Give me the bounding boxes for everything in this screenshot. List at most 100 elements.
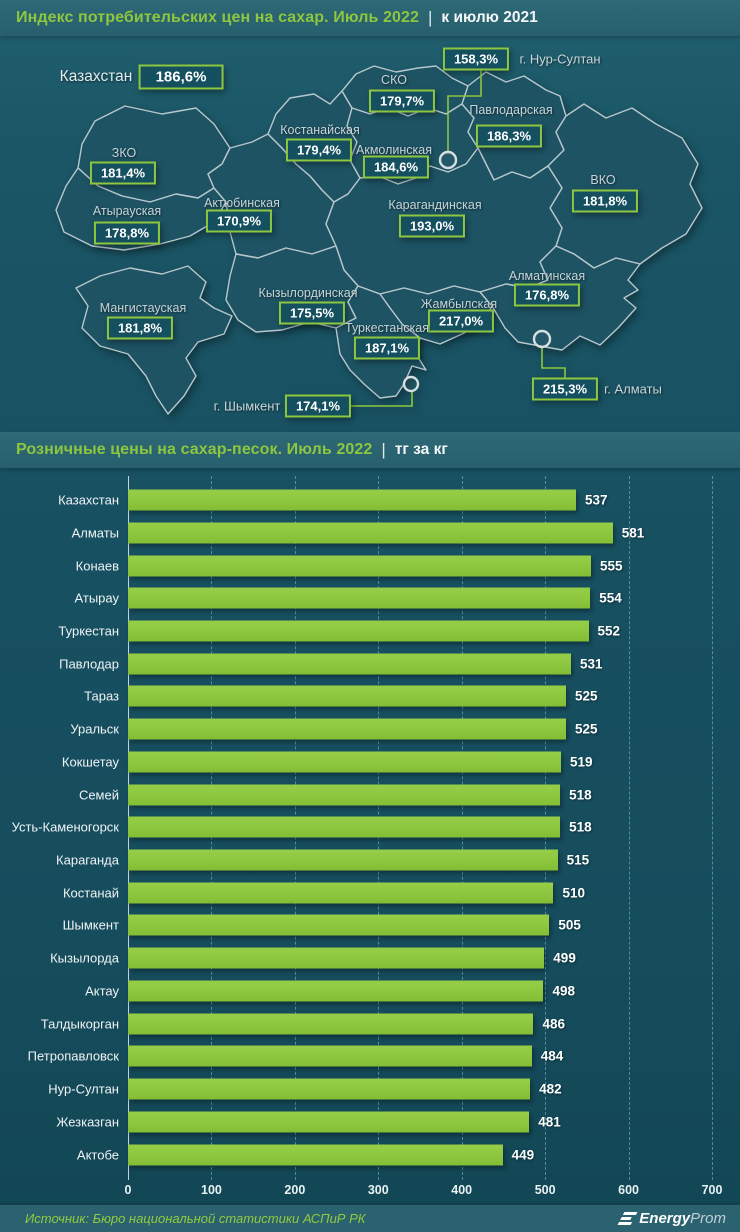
- leader-line-shymkent: [351, 391, 413, 407]
- bar-row: Семей 518: [0, 778, 740, 811]
- bar-row: Караганда 515: [0, 844, 740, 877]
- map-region-label: Туркестанская: [345, 321, 429, 335]
- bar-category-label: Актобе: [76, 1147, 119, 1162]
- map-region-label: г. Шымкент: [213, 398, 281, 414]
- bar-row: Актау 498: [0, 974, 740, 1007]
- map-region-value: 179,4%: [285, 138, 353, 162]
- map-region-shape-mangistau: [75, 265, 233, 415]
- bar-category-label: Петропавловск: [27, 1048, 119, 1064]
- bar-row: Казахстан 537: [0, 484, 740, 517]
- bar: [128, 914, 550, 936]
- bar-value-label: 525: [575, 721, 598, 737]
- bar: [128, 1045, 532, 1067]
- bar-row: Конаев 555: [0, 549, 740, 582]
- bar-value-label: 482: [539, 1081, 562, 1097]
- bar: [128, 947, 545, 969]
- chart-header-subtitle: тг за кг: [394, 441, 448, 458]
- map-region-label: ВКО: [590, 173, 616, 187]
- x-tick-label: 600: [618, 1183, 639, 1197]
- map-region-value: 184,6%: [362, 155, 430, 179]
- x-tick-label: 200: [284, 1183, 306, 1197]
- bar: [128, 882, 554, 904]
- bar-row: Павлодар 531: [0, 647, 740, 680]
- bar-value-label: 510: [562, 885, 586, 901]
- map-region-label: Акмолинская: [356, 143, 432, 157]
- bar: [128, 587, 591, 609]
- header-separator: |: [427, 8, 433, 27]
- bar-value-label: 486: [542, 1016, 565, 1032]
- bar-category-label: Жезказган: [56, 1114, 119, 1130]
- bar-category-label: Кызылорда: [50, 950, 119, 966]
- bar-row: Уральск 525: [0, 713, 740, 746]
- x-tick-label: 700: [701, 1183, 723, 1197]
- bar-value-label: 481: [538, 1114, 561, 1130]
- x-tick-label: 0: [124, 1183, 132, 1197]
- map-region-label: ЗКО: [111, 146, 137, 160]
- bar-row: Актобе 449: [0, 1138, 740, 1171]
- bar: [128, 816, 561, 838]
- footer: Источник: Бюро национальной статистики А…: [0, 1205, 740, 1232]
- map-region-value: 179,7%: [368, 89, 436, 113]
- bar: [128, 980, 544, 1002]
- bar-category-label: Конаев: [75, 558, 119, 574]
- bar-row: Нур-Султан 482: [0, 1073, 740, 1106]
- map-region-value: 181,8%: [106, 316, 174, 340]
- bar-category-label: Караганда: [56, 852, 119, 868]
- chart-header-title: Розничные цены на сахар-песок. Июль 2022: [16, 441, 373, 458]
- map-region-value: 181,8%: [571, 189, 639, 213]
- bar-row: Туркестан 552: [0, 614, 740, 647]
- bar-category-label: Шымкент: [62, 917, 119, 933]
- bar-category-label: Актау: [85, 983, 119, 999]
- map-region-label: Казахстан: [59, 68, 133, 85]
- map-region-label: Павлодарская: [469, 103, 553, 117]
- energyprom-logo: Energy Prom: [617, 1210, 726, 1227]
- bar-value-label: 498: [552, 983, 575, 999]
- bar-row: Усть-Каменогорск 518: [0, 811, 740, 844]
- x-tick-label: 500: [534, 1183, 556, 1197]
- bar-value-label: 525: [575, 688, 598, 704]
- bar-value-label: 531: [580, 656, 603, 672]
- map-region-label: Жамбылская: [420, 297, 498, 311]
- bar-value-label: 499: [553, 950, 576, 966]
- bar-category-label: Павлодар: [59, 656, 119, 672]
- map-section-header: Индекс потребительских цен на сахар. Июл…: [0, 0, 740, 36]
- bar: [128, 489, 576, 511]
- bar: [128, 653, 571, 675]
- bar-value-label: 519: [569, 754, 593, 770]
- bar-value-label: 449: [511, 1147, 535, 1162]
- leader-line-almaty: [541, 346, 566, 378]
- source-text: Источник: Бюро национальной статистики А…: [25, 1211, 366, 1226]
- bar-category-label: Туркестан: [58, 623, 119, 639]
- brand-name-bold: Energy: [639, 1210, 691, 1227]
- map-region-value: 181,4%: [89, 161, 157, 185]
- bar-row: Жезказган 481: [0, 1105, 740, 1138]
- bar: [128, 555, 592, 577]
- map-region-value: 193,0%: [398, 214, 466, 238]
- bar-row: Костанай 510: [0, 876, 740, 909]
- x-tick-label: 100: [200, 1183, 222, 1197]
- bar-value-label: 484: [540, 1048, 564, 1064]
- bar-category-label: Нур-Султан: [48, 1081, 119, 1097]
- bar: [128, 751, 561, 773]
- map-region-shape-vko: [547, 103, 703, 269]
- bar-category-label: Казахстан: [58, 492, 119, 508]
- map-region-label: г. Нур-Султан: [519, 51, 601, 67]
- bar-category-label: Талдыкорган: [40, 1016, 119, 1032]
- bar-row: Кокшетау 519: [0, 745, 740, 778]
- bar-value-label: 505: [558, 917, 581, 933]
- map-region-value: 170,9%: [205, 209, 273, 233]
- bar-value-label: 555: [600, 558, 623, 574]
- bar-row: Шымкент 505: [0, 909, 740, 942]
- bar-category-label: Алматы: [71, 525, 119, 541]
- bar: [128, 784, 561, 806]
- map-region-value: 187,1%: [353, 336, 421, 360]
- bar-category-label: Кокшетау: [61, 754, 119, 770]
- map-region-value: 158,3%: [442, 47, 510, 71]
- x-tick-label: 300: [367, 1183, 389, 1197]
- map-region-value: 178,8%: [93, 221, 161, 245]
- map-region-label: Актюбинская: [204, 196, 280, 210]
- bar: [128, 685, 566, 707]
- map-region-label: Атырауская: [92, 204, 162, 218]
- bar: [128, 1144, 503, 1165]
- bar: [128, 620, 589, 642]
